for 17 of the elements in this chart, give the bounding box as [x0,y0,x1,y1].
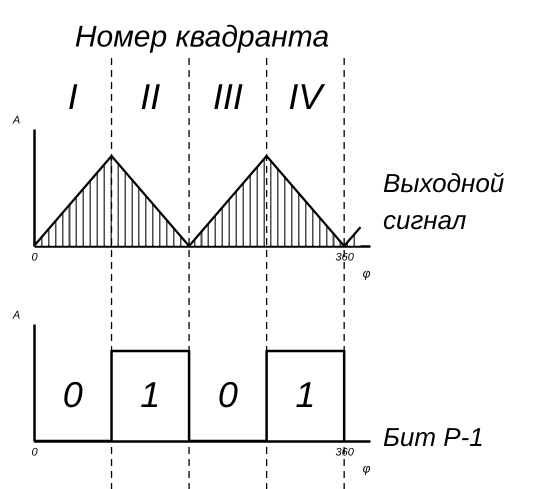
text: I [68,76,78,117]
chart-title: Номер квадранта [74,20,330,54]
annotation: 0 [218,374,238,415]
text: II [140,76,160,117]
x-axis-title: φ [362,462,371,476]
x-axis-title: φ [362,266,371,280]
annotation: 0 [62,374,83,415]
y-axis-title: A [12,310,20,322]
x-tick-label: 360 [335,252,355,264]
series-label: Бит P-1 [383,422,484,452]
text: III [212,76,243,117]
annotation: 1 [140,374,160,415]
text: IV [288,76,326,117]
x-tick-label: 360 [335,446,355,458]
y-axis-title: A [12,114,20,126]
series-label: Выходной сигнал [383,168,504,235]
annotation: 1 [295,374,316,415]
